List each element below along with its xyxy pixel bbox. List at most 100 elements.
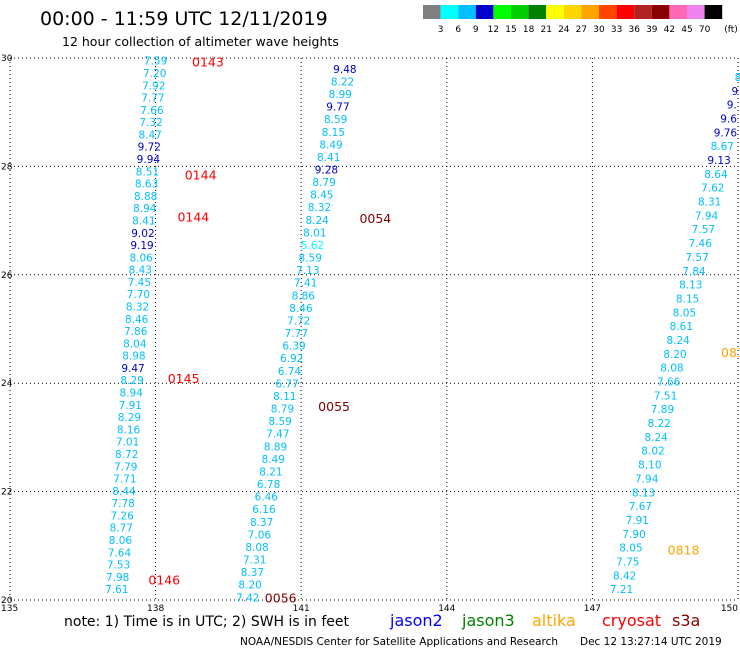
axis-tick-labels: 135 138 141 144 147 150 20 22 24 26 28 30	[1, 54, 738, 614]
swh-value: 8.67	[711, 141, 734, 153]
swh-value: 6.77	[275, 378, 298, 390]
colorbar-label: 15	[505, 25, 516, 35]
swh-value: 7.20	[143, 68, 166, 80]
swh-value: 8.01	[303, 227, 326, 239]
swh-value: 8.31	[698, 197, 721, 209]
swh-value: 8.13	[632, 487, 655, 499]
swh-value: 8.46	[289, 303, 313, 315]
swh-value: 7.51	[654, 390, 677, 402]
colorbar-swatch	[563, 5, 582, 19]
swh-value: 8.51	[136, 166, 159, 178]
swh-value: 8.05	[673, 307, 696, 319]
swh-value: 7.46	[689, 238, 713, 250]
swh-value: 8.46	[125, 314, 149, 326]
colorbar-label: 21	[540, 25, 551, 35]
y-tick-label: 20	[1, 596, 13, 606]
swh-value: 8.24	[305, 215, 329, 227]
colorbar-swatch	[475, 5, 494, 19]
footer-note: note: 1) Time is in UTC; 2) SWH is in fe…	[64, 614, 350, 630]
swh-value: 7.92	[142, 80, 165, 92]
swh-value: 7.75	[616, 556, 639, 568]
swh-value: 8.21	[259, 466, 282, 478]
swh-value: 7.91	[119, 400, 142, 412]
swh-value: 9.72	[138, 142, 161, 154]
swh-value: 8.22	[331, 76, 354, 88]
colorbar-swatch	[634, 5, 652, 19]
colorbar-swatch	[546, 5, 564, 19]
swh-value: 8.98	[122, 351, 145, 363]
swh-value: 7.98	[106, 572, 129, 584]
swh-value: 8.63	[135, 179, 158, 191]
swh-value: 8.79	[271, 404, 294, 416]
swh-value: 7.94	[695, 210, 719, 222]
swh-value: 8.29	[118, 412, 141, 424]
swh-value: 8.06	[129, 252, 153, 264]
swh-value: 7.77	[285, 328, 308, 340]
colorbar-swatch	[669, 5, 687, 19]
legend-s3a: s3a	[672, 611, 700, 630]
swh-value: 8.49	[262, 454, 285, 466]
swh-value: 8.59	[324, 114, 347, 126]
legend-jason2: jason2	[389, 611, 443, 630]
swh-value: 8.99	[329, 89, 352, 101]
swh-value: 9.	[727, 100, 737, 112]
swh-value: 7.47	[266, 429, 289, 441]
x-tick-label: 141	[293, 604, 310, 614]
swh-value: 8.86	[292, 290, 316, 302]
swh-value: 8.89	[264, 441, 287, 453]
swh-value: 6.92	[280, 353, 303, 365]
swh-value: 8.02	[641, 446, 664, 458]
x-tick-label: 135	[1, 604, 18, 614]
colorbar-swatch	[599, 5, 617, 19]
swh-value: 7.57	[692, 224, 715, 236]
footer-timestamp: Dec 12 13:27:14 UTC 2019	[580, 636, 722, 648]
swh-value: 8.41	[317, 152, 340, 164]
pass-time-label: 0817	[721, 345, 740, 360]
swh-value: 9.48	[333, 64, 356, 76]
colorbar-label: 33	[611, 25, 622, 35]
swh-value: 9.19	[130, 240, 153, 252]
swh-value: 7.13	[296, 265, 319, 277]
pass-time-label: 0145	[168, 371, 200, 386]
swh-value: 7.67	[629, 501, 652, 513]
colorbar: 3 6 9 12 15 18 21 24 27 30 33 36 39 42 45 70 (ft)	[423, 5, 738, 35]
swh-value: 8.20	[238, 580, 261, 592]
swh-value: 7.66	[657, 377, 681, 389]
pass-time-label: 0146	[148, 572, 180, 587]
swh-value: 7.26	[110, 510, 134, 522]
swh-value: 8.05	[619, 543, 642, 555]
y-tick-label: 28	[1, 162, 13, 172]
swh-value: 8.06	[109, 535, 133, 547]
swh-value: 7.01	[116, 437, 139, 449]
colorbar-swatch	[493, 5, 511, 19]
swh-value: 8.47	[138, 129, 161, 141]
swh-value: 8.15	[676, 293, 699, 305]
x-tick-label: 138	[147, 604, 164, 614]
swh-value: 7.64	[108, 547, 132, 559]
grid	[9, 57, 739, 601]
pass-time-label: 0143	[192, 54, 224, 69]
swh-value: 7.32	[139, 117, 162, 129]
swh-value: 8.15	[322, 127, 345, 139]
swh-value: 6.74	[278, 366, 302, 378]
swh-value: 7.90	[622, 529, 645, 541]
swh-value: 8.22	[648, 418, 671, 430]
swh-value: 8.24	[666, 335, 690, 347]
swh-value: 6.39	[282, 341, 305, 353]
satellite-legend: jason2 jason3 altika cryosat s3a	[389, 611, 700, 630]
colorbar-swatch	[511, 5, 529, 19]
swh-value: 6.78	[257, 479, 280, 491]
swh-value: 7.79	[114, 461, 137, 473]
y-tick-label: 22	[1, 488, 12, 498]
swh-value: 6.46	[255, 492, 279, 504]
y-tick-label: 26	[1, 271, 13, 281]
swh-value: 8.94	[133, 203, 157, 215]
swh-value: 7.57	[685, 252, 708, 264]
swh-value: 8.79	[312, 177, 335, 189]
swh-value: 7.06	[248, 529, 272, 541]
swh-value: 8.32	[308, 202, 331, 214]
swh-value: 7.21	[610, 584, 633, 596]
time-labels: 0143 0144 0144 0145 0146 0054 0055 0056 0817 0818	[148, 54, 740, 605]
y-tick-label: 24	[1, 379, 13, 389]
